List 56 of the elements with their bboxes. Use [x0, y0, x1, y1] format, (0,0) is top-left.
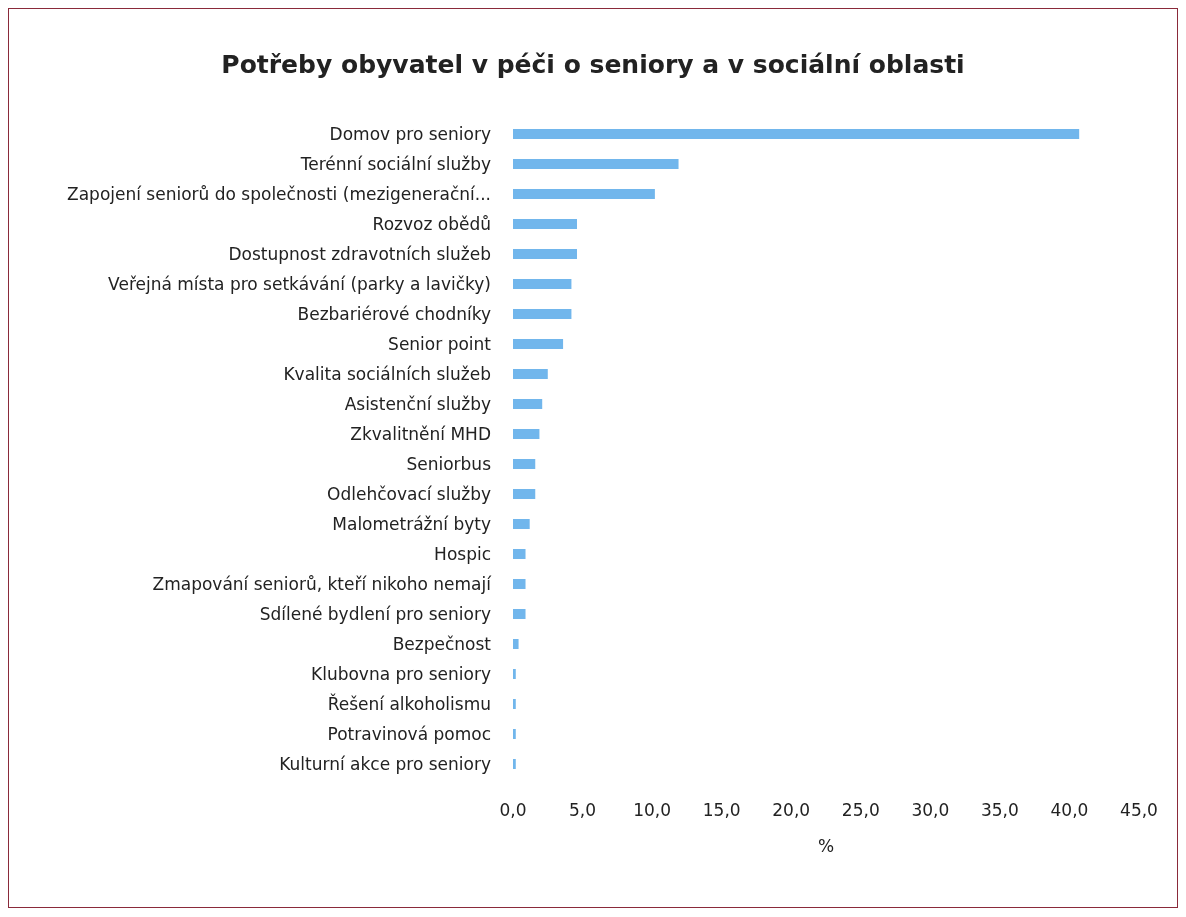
bar — [513, 549, 526, 559]
x-tick-label: 0,0 — [499, 799, 527, 820]
x-tick-label: 40,0 — [1050, 799, 1089, 820]
bar — [513, 609, 526, 619]
chart-title: Potřeby obyvatel v péči o seniory a v sociální oblasti — [221, 50, 965, 79]
bar — [513, 639, 519, 649]
x-tick-label: 30,0 — [911, 799, 950, 820]
bar — [513, 129, 1080, 139]
y-tick-label: Kulturní akce pro seniory — [279, 754, 491, 774]
y-tick-label: Dostupnost zdravotních služeb — [228, 244, 491, 264]
y-tick-label: Veřejná místa pro setkávání (parky a lavičky) — [108, 274, 491, 294]
y-tick-label: Senior point — [388, 334, 492, 354]
bar — [513, 459, 536, 469]
y-tick-label: Malometrážní byty — [332, 514, 491, 534]
y-tick-label: Kvalita sociálních služeb — [283, 364, 491, 384]
bar — [513, 669, 516, 679]
y-tick-label: Asistenční služby — [344, 394, 491, 414]
x-tick-label: 10,0 — [633, 799, 672, 820]
y-tick-label: Bezpečnost — [392, 634, 492, 654]
y-tick-label: Klubovna pro seniory — [311, 664, 491, 684]
bar — [513, 579, 526, 589]
bar — [513, 249, 577, 259]
x-axis-title: % — [817, 835, 835, 856]
x-tick-label: 5,0 — [569, 799, 597, 820]
y-tick-label: Zapojení seniorů do společnosti (mezigenerační... — [67, 184, 491, 204]
bar — [513, 369, 548, 379]
y-tick-label: Hospic — [434, 544, 491, 564]
bar — [513, 279, 572, 289]
bar — [513, 339, 564, 349]
bar — [513, 219, 577, 229]
bar — [513, 189, 655, 199]
bar — [513, 429, 540, 439]
bar — [513, 519, 530, 529]
y-tick-label: Domov pro seniory — [329, 124, 491, 144]
bar — [513, 399, 543, 409]
y-tick-label: Bezbariérové chodníky — [297, 304, 491, 324]
bar — [513, 489, 536, 499]
y-tick-label: Řešení alkoholismu — [327, 693, 491, 714]
y-tick-label: Potravinová pomoc — [327, 724, 491, 744]
y-tick-label: Seniorbus — [406, 454, 492, 474]
bar — [513, 759, 516, 769]
x-tick-label: 15,0 — [702, 799, 741, 820]
x-tick-label: 45,0 — [1120, 799, 1158, 820]
bar — [513, 699, 516, 709]
x-tick-label: 35,0 — [980, 799, 1019, 820]
y-tick-label: Rozvoz obědů — [372, 214, 491, 234]
bar — [513, 309, 572, 319]
y-tick-label: Odlehčovací služby — [327, 484, 491, 504]
y-tick-label: Zmapování seniorů, kteří nikoho nemají — [152, 574, 493, 594]
x-tick-label: 25,0 — [841, 799, 880, 820]
y-tick-label: Zkvalitnění MHD — [350, 424, 491, 444]
y-tick-label: Terénní sociální služby — [299, 154, 491, 174]
bar — [513, 159, 679, 169]
x-tick-label: 20,0 — [772, 799, 811, 820]
y-tick-label: Sdílené bydlení pro seniory — [259, 604, 491, 624]
bar — [513, 729, 516, 739]
